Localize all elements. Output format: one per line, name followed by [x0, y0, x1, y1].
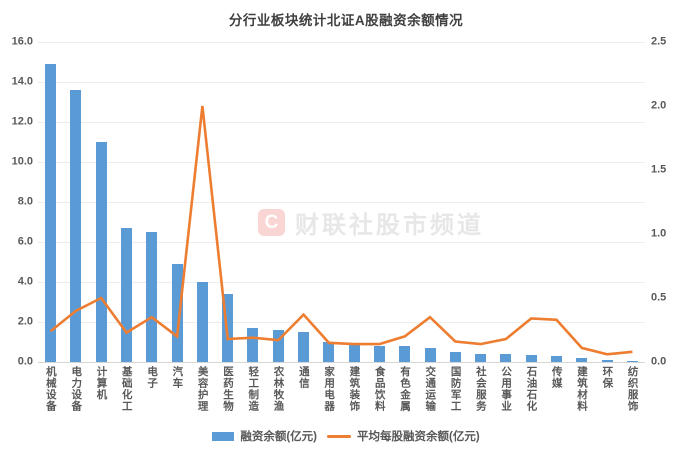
bar-交通运输 — [424, 348, 436, 362]
legend-item-line: 平均每股融资余额(亿元) — [327, 428, 480, 444]
category-label-汽车: 汽车 — [171, 366, 184, 389]
category-label-建筑材料: 建筑材料 — [576, 366, 589, 412]
legend-item-bar: 融资余额(亿元) — [212, 428, 317, 444]
bar-公用事业 — [500, 354, 512, 362]
bar-有色金属 — [399, 346, 411, 362]
category-label-交通运输: 交通运输 — [424, 366, 437, 412]
gridline — [38, 82, 645, 83]
left-axis-tick: 16.0 — [11, 35, 33, 48]
category-label-有色金属: 有色金属 — [398, 366, 411, 412]
x-axis-line — [38, 362, 645, 363]
legend: 融资余额(亿元) 平均每股融资余额(亿元) — [0, 428, 692, 444]
plot-area — [38, 42, 645, 363]
bar-电力设备 — [70, 90, 82, 362]
category-label-环保: 环保 — [601, 366, 614, 389]
category-label-机械设备: 机械设备 — [44, 366, 57, 412]
line-series-label: 平均每股融资余额(亿元) — [357, 431, 480, 443]
category-label-医药生物: 医药生物 — [221, 366, 234, 412]
category-label-食品饮料: 食品饮料 — [373, 366, 386, 412]
bar-通信 — [298, 332, 310, 362]
category-label-计算机: 计算机 — [95, 366, 108, 401]
category-label-传媒: 传媒 — [550, 366, 563, 389]
left-axis-tick: 14.0 — [11, 75, 33, 88]
category-label-轻工制造: 轻工制造 — [247, 366, 260, 412]
gridline — [38, 42, 645, 43]
line-series-swatch-icon — [327, 434, 351, 438]
right-axis-tick: 0.0 — [651, 355, 667, 368]
left-axis-tick: 10.0 — [11, 155, 33, 168]
category-label-国防军工: 国防军工 — [449, 366, 462, 412]
category-label-基础化工: 基础化工 — [120, 366, 133, 412]
right-axis-tick: 2.5 — [651, 35, 667, 48]
bar-series-label: 融资余额(亿元) — [240, 431, 317, 443]
gridline — [38, 282, 645, 283]
left-axis-tick: 12.0 — [11, 115, 33, 128]
bar-传媒 — [550, 356, 562, 362]
left-axis-tick: 2.0 — [17, 315, 33, 328]
right-axis-tick: 2.0 — [651, 99, 667, 112]
line-series — [49, 105, 633, 356]
bar-食品饮料 — [373, 346, 385, 362]
category-label-农林牧渔: 农林牧渔 — [272, 366, 285, 412]
left-axis-tick: 8.0 — [17, 195, 33, 208]
bar-国防军工 — [449, 352, 461, 362]
bar-电子 — [146, 232, 158, 362]
bar-汽车 — [171, 264, 183, 362]
bar-series-swatch-icon — [212, 431, 235, 441]
category-label-家用电器: 家用电器 — [323, 366, 336, 412]
category-label-通信: 通信 — [297, 366, 310, 389]
bar-美容护理 — [196, 282, 208, 362]
category-label-社会服务: 社会服务 — [474, 366, 487, 412]
category-label-电子: 电子 — [146, 366, 159, 389]
left-axis-tick: 4.0 — [17, 275, 33, 288]
bar-石油石化 — [525, 355, 537, 362]
right-axis-tick: 1.0 — [651, 227, 667, 240]
bar-家用电器 — [323, 342, 335, 362]
category-label-电力设备: 电力设备 — [70, 366, 83, 412]
bar-建筑装饰 — [348, 345, 360, 362]
gridline — [38, 122, 645, 123]
bar-纺织服饰 — [626, 361, 638, 362]
right-axis-tick: 1.5 — [651, 163, 667, 176]
category-label-纺织服饰: 纺织服饰 — [626, 366, 639, 412]
category-label-公用事业: 公用事业 — [500, 366, 513, 412]
bar-计算机 — [95, 142, 107, 362]
bar-基础化工 — [121, 228, 133, 362]
gridline — [38, 202, 645, 203]
right-axis-tick: 0.5 — [651, 291, 667, 304]
bar-建筑材料 — [576, 358, 588, 362]
bar-环保 — [601, 360, 613, 362]
category-label-石油石化: 石油石化 — [525, 366, 538, 412]
line-series-path — [49, 105, 633, 356]
gridline — [38, 162, 645, 163]
left-axis-tick: 0.0 — [17, 355, 33, 368]
category-label-美容护理: 美容护理 — [196, 366, 209, 412]
chart-title: 分行业板块统计北证A股融资余额情况 — [228, 13, 464, 28]
gridline — [38, 322, 645, 323]
left-axis-tick: 6.0 — [17, 235, 33, 248]
category-label-建筑装饰: 建筑装饰 — [348, 366, 361, 412]
gridline — [38, 242, 645, 243]
bar-轻工制造 — [247, 328, 259, 362]
bar-社会服务 — [475, 354, 487, 362]
bar-机械设备 — [45, 64, 57, 362]
bar-农林牧渔 — [272, 330, 284, 362]
